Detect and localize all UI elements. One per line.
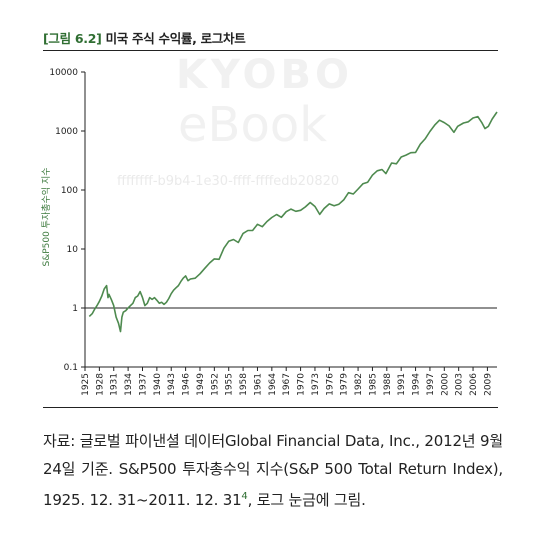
caption-text: 자료: 글로벌 파이낸셜 데이터Global Financial Data, I… bbox=[43, 432, 503, 509]
x-tick-label: 1997 bbox=[426, 373, 436, 396]
x-tick-label: 1967 bbox=[282, 373, 292, 396]
bottom-rule bbox=[43, 407, 498, 408]
y-tick-label: 10000 bbox=[49, 68, 78, 78]
x-tick-label: 1955 bbox=[225, 373, 235, 396]
figure-tag: [그림 6.2] bbox=[43, 31, 102, 46]
x-tick-label: 1964 bbox=[268, 373, 278, 396]
x-tick-label: 1925 bbox=[81, 373, 91, 396]
caption-footnote: 4 bbox=[241, 491, 248, 502]
x-tick-label: 1931 bbox=[110, 373, 120, 396]
x-tick-label: 1940 bbox=[153, 373, 163, 396]
x-tick-label: 2003 bbox=[455, 373, 465, 396]
watermark-id: ffffffff-b9b4-1e30-ffff-ffffedb20820 bbox=[117, 174, 340, 189]
x-tick-label: 1958 bbox=[239, 373, 249, 396]
x-tick-label: 1988 bbox=[383, 373, 393, 396]
x-tick-label: 1982 bbox=[354, 373, 364, 396]
series-line-sp500 bbox=[88, 111, 498, 333]
figure-title-text: 미국 주식 수익률, 로그차트 bbox=[105, 31, 246, 46]
y-axis-label: S&P500 투자총수익 지수 bbox=[40, 167, 52, 266]
x-tick-label: 1979 bbox=[340, 373, 350, 396]
x-tick-label: 1991 bbox=[397, 373, 407, 396]
x-tick-label: 1961 bbox=[253, 373, 263, 396]
x-tick-label: 1943 bbox=[167, 373, 177, 396]
x-axis: 1925 1928 1931 1934 1937 1940 1943 1946 1949 1952… bbox=[81, 366, 497, 396]
watermark-ebook: eBook bbox=[178, 97, 327, 153]
x-tick-label: 2006 bbox=[469, 373, 479, 396]
x-tick-label: 1985 bbox=[368, 373, 378, 396]
x-tick-label: 1994 bbox=[412, 373, 422, 396]
x-tick-label: 1973 bbox=[311, 373, 321, 396]
top-rule bbox=[43, 50, 498, 51]
x-tick-label: 1928 bbox=[95, 373, 105, 396]
y-tick-label: 1000 bbox=[55, 127, 78, 137]
y-tick-label: 100 bbox=[61, 186, 78, 196]
x-tick-label: 1934 bbox=[124, 373, 134, 396]
y-tick-label: 1 bbox=[72, 304, 78, 314]
y-tick-label: 0.1 bbox=[64, 363, 78, 373]
x-tick-label: 1952 bbox=[210, 373, 220, 396]
watermark-kyobo: KYOBO bbox=[176, 52, 354, 98]
caption-tail: , 로그 눈금에 그림. bbox=[247, 491, 366, 509]
x-tick-label: 1937 bbox=[138, 373, 148, 396]
y-tick-label: 10 bbox=[67, 245, 79, 255]
x-tick-label: 2000 bbox=[440, 373, 450, 396]
figure-caption: 자료: 글로벌 파이낸셜 데이터Global Financial Data, I… bbox=[43, 427, 503, 514]
x-tick-label: 1976 bbox=[325, 373, 335, 396]
figure-title: [그림 6.2] 미국 주식 수익률, 로그차트 bbox=[43, 28, 246, 47]
y-axis: 10000 1000 100 10 1 0.1 bbox=[49, 68, 497, 373]
x-tick-label: 2009 bbox=[483, 373, 493, 396]
x-tick-label: 1949 bbox=[196, 373, 206, 396]
x-tick-label: 1970 bbox=[297, 373, 307, 396]
x-tick-label: 1946 bbox=[182, 373, 192, 396]
